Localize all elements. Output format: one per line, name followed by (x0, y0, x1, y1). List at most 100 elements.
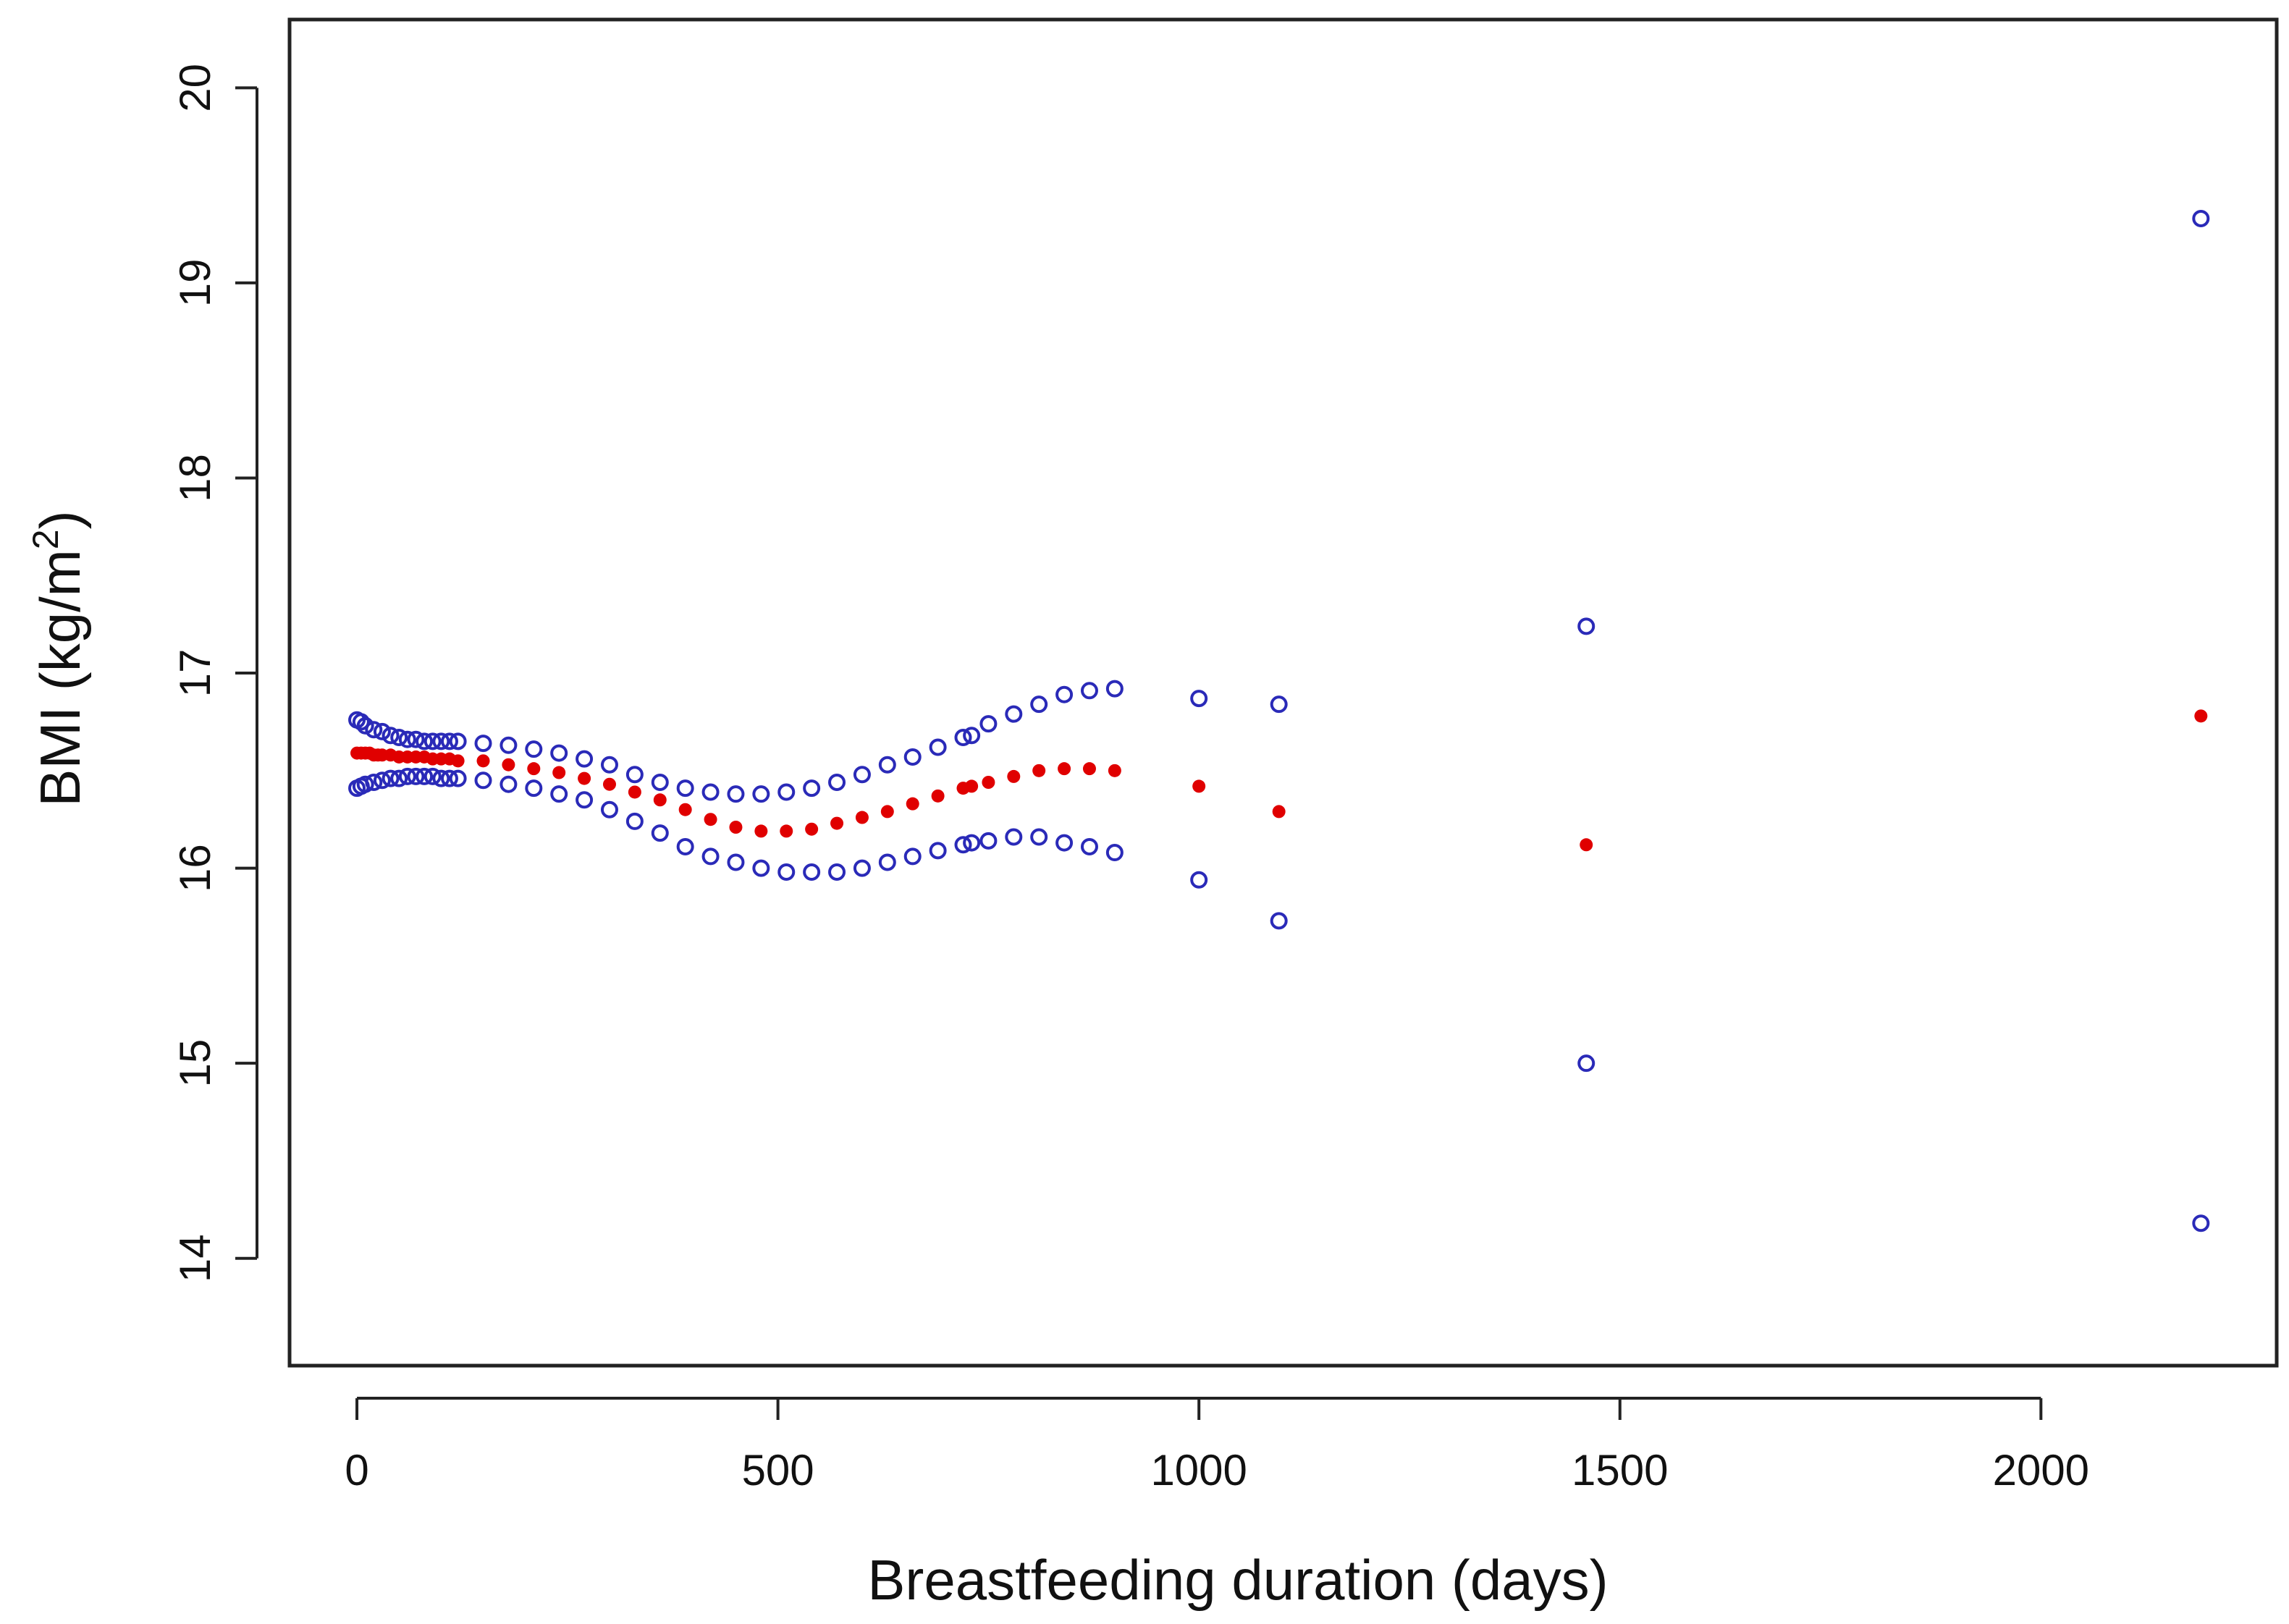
ci-point (752, 859, 770, 877)
ci-point (963, 727, 981, 745)
ci-point (499, 775, 518, 793)
series-1 (348, 209, 2210, 803)
x-tick-label: 500 (742, 1446, 814, 1494)
ci-point (474, 735, 492, 753)
ci-point (1080, 682, 1098, 700)
y-axis-label-end: ) (28, 510, 92, 529)
y-tick-label: 17 (171, 649, 219, 698)
x-tick-label: 1500 (1572, 1446, 1668, 1494)
ci-point (356, 716, 374, 735)
estimate-point (578, 771, 591, 785)
ci-point (2192, 209, 2210, 227)
ci-point (474, 771, 492, 790)
estimate-point (502, 758, 515, 771)
ci-point (423, 732, 442, 750)
ci-point (356, 775, 374, 793)
estimate-point (880, 805, 894, 819)
ci-point (903, 748, 922, 766)
ci-point (1005, 828, 1023, 846)
ci-point (423, 767, 442, 785)
ci-point (600, 800, 618, 819)
x-axis: 0 500 1000 1500 2000 (345, 1397, 2089, 1494)
estimate-point (552, 766, 566, 779)
ci-point (828, 863, 846, 881)
ci-point (576, 791, 594, 809)
estimate-point (1192, 779, 1206, 793)
estimate-point (754, 824, 768, 838)
ci-point (576, 750, 594, 768)
ci-point (676, 837, 694, 855)
x-tick-label: 1000 (1150, 1446, 1247, 1494)
ci-point (382, 727, 400, 745)
ci-point (2192, 1214, 2210, 1232)
ci-point (416, 732, 434, 750)
ci-point (1577, 617, 1595, 635)
estimate-point (628, 785, 641, 799)
ci-point (979, 832, 998, 850)
estimate-point (1108, 764, 1121, 777)
y-axis-label-superscript: 2 (25, 529, 66, 549)
ci-point (407, 767, 425, 785)
ci-point (853, 766, 871, 784)
ci-point (878, 853, 896, 871)
ci-point (828, 774, 846, 791)
estimate-point (653, 793, 667, 807)
ci-point (432, 769, 450, 787)
y-axis-label-main: BMI (kg/m (28, 549, 92, 806)
ci-point (903, 847, 922, 866)
ci-point (963, 834, 981, 852)
ci-point (651, 774, 669, 791)
ci-point (407, 730, 425, 748)
ci-point (878, 756, 896, 774)
ci-point (382, 769, 400, 787)
ci-point (1105, 844, 1124, 862)
ci-point (1030, 828, 1048, 846)
estimate-point (965, 779, 979, 793)
ci-point (651, 824, 669, 842)
estimate-point (2194, 709, 2208, 723)
estimate-point (855, 811, 869, 824)
ci-point (777, 783, 796, 801)
estimate-point (830, 816, 844, 830)
ci-point (625, 766, 644, 784)
ci-point (390, 769, 408, 787)
ci-point (752, 785, 770, 803)
estimate-point (729, 821, 743, 834)
series-0 (350, 709, 2208, 852)
x-axis-label: Breastfeeding duration (days) (867, 1548, 1608, 1612)
ci-point (416, 767, 434, 785)
ci-point (365, 774, 383, 791)
plot-area-frame (287, 17, 2279, 1368)
estimate-point (982, 776, 995, 789)
estimate-point (527, 762, 541, 776)
ci-point (449, 769, 467, 787)
estimate-point (805, 822, 819, 836)
ci-point (954, 836, 972, 854)
ci-point (1270, 912, 1288, 930)
estimate-point (678, 803, 692, 816)
ci-point (352, 713, 370, 731)
x-tick-label: 2000 (1993, 1446, 2089, 1494)
ci-point (777, 863, 796, 881)
ci-point (550, 785, 568, 803)
ci-point (398, 767, 416, 785)
ci-point (727, 853, 745, 871)
estimate-point (602, 777, 616, 791)
y-tick-label: 16 (171, 844, 219, 892)
estimate-point (704, 813, 717, 826)
ci-point (803, 779, 821, 798)
ci-point (390, 729, 408, 746)
ci-point (449, 732, 467, 750)
estimate-point (906, 797, 919, 811)
ci-point (1577, 1054, 1595, 1073)
ci-point (1270, 695, 1288, 714)
y-axis: 14 15 16 17 18 19 20 (171, 64, 258, 1282)
x-tick-label: 0 (345, 1446, 368, 1494)
ci-point (440, 769, 458, 787)
ci-point (1055, 834, 1074, 852)
y-tick-label: 19 (171, 259, 219, 308)
ci-point (954, 729, 972, 746)
ci-point (365, 721, 383, 739)
ci-point (803, 863, 821, 881)
series-2 (348, 767, 2210, 1232)
